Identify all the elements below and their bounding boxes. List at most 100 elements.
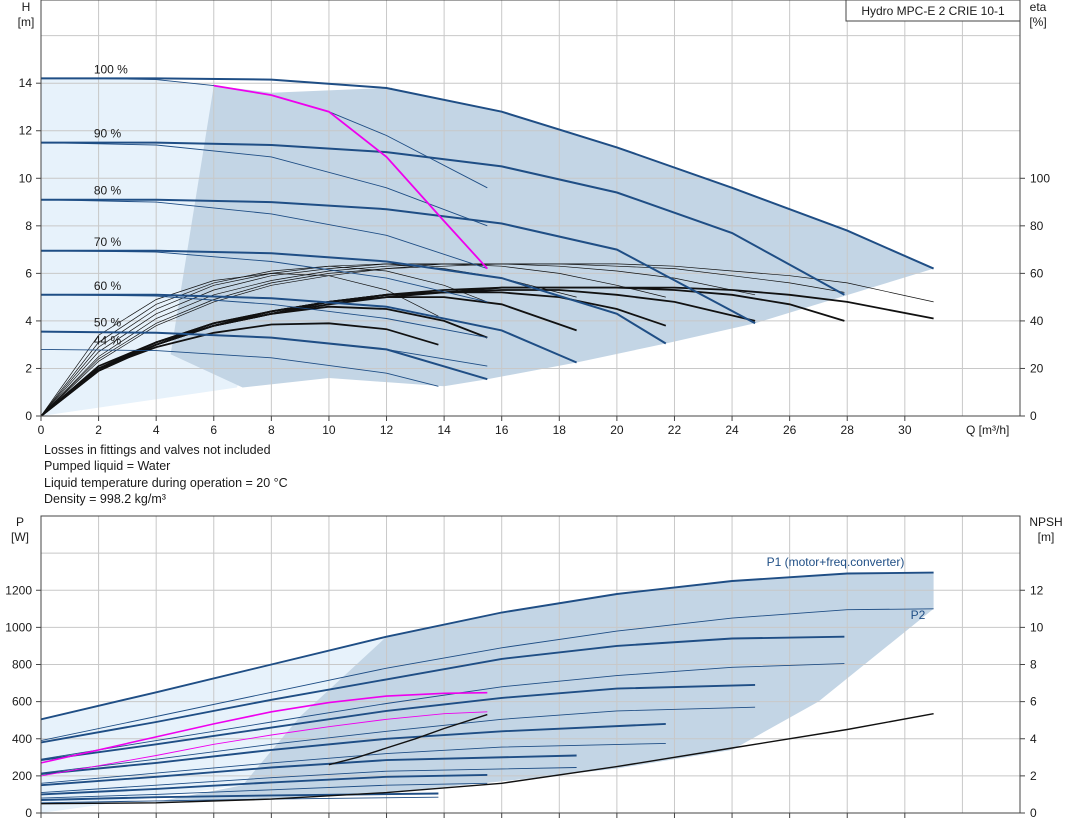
duty-curve	[213, 84, 488, 270]
y-tick-label: 0	[25, 409, 32, 423]
y-tick-label: 4	[25, 314, 32, 328]
x-tick-label: 10	[322, 423, 336, 437]
y2-tick-label: 2	[1030, 769, 1037, 783]
y2-tick-label: 40	[1030, 314, 1044, 328]
x-tick-label: 22	[668, 423, 682, 437]
y2-tick-label: 60	[1030, 266, 1044, 280]
power-range-bands	[41, 572, 934, 813]
x-tick-label: 20	[610, 423, 624, 437]
p2-curve	[41, 742, 666, 784]
head-curve	[41, 141, 845, 296]
y-tick-label: 2	[25, 361, 32, 375]
y2-axis-label-npsh: NPSH	[1029, 515, 1062, 529]
y2-tick-label: 0	[1030, 409, 1037, 423]
head-curve	[41, 199, 488, 270]
speed-label: 50 %	[94, 316, 122, 330]
speed-label: 90 %	[94, 127, 122, 141]
x-tick-label: 8	[268, 423, 275, 437]
y-axis-unit-p: [W]	[11, 530, 29, 544]
power-npsh-curves	[41, 571, 934, 805]
legend-p2: P2	[911, 608, 926, 622]
operating-notes: Losses in fittings and valves not includ…	[44, 443, 288, 506]
head-flow-frame	[40, 0, 1021, 417]
note-line-2: Pumped liquid = Water	[44, 459, 170, 473]
speed-label: 80 %	[94, 184, 122, 198]
y-tick-label: 14	[19, 76, 33, 90]
p1-curve	[41, 635, 845, 744]
p1-curve	[41, 754, 577, 787]
x-tick-label: 16	[495, 423, 509, 437]
efficiency-curve	[41, 263, 666, 416]
x-tick-label: 6	[210, 423, 217, 437]
duty-p2-curve	[41, 711, 488, 777]
y2-tick-label: 6	[1030, 695, 1037, 709]
x-tick-label: 14	[437, 423, 451, 437]
p2-curve	[41, 782, 488, 799]
x-tick-label: 0	[38, 423, 45, 437]
duty-p1-curve	[41, 691, 488, 764]
p1-curve	[41, 571, 934, 721]
speed-label: 100 %	[94, 62, 128, 76]
y2-tick-label: 80	[1030, 219, 1044, 233]
efficiency-curve	[41, 263, 934, 416]
y2-tick-label: 100	[1030, 171, 1050, 185]
y-tick-label: 600	[12, 695, 32, 709]
head-curve	[41, 77, 935, 270]
single-pump-power-band	[41, 635, 393, 813]
note-line-1: Losses in fittings and valves not includ…	[44, 443, 271, 457]
head-curve	[41, 249, 667, 345]
operating-range-bands	[41, 78, 934, 416]
x-tick-label: 28	[841, 423, 855, 437]
y-tick-label: 800	[12, 658, 32, 672]
p1-curve	[41, 683, 756, 762]
power-npsh-ticks: 0 200 400 600 800 1000 1200 0 2 4 6 8 10 12	[5, 583, 1043, 820]
npsh-curve	[41, 713, 934, 805]
speed-label: 70 %	[94, 235, 122, 249]
y-axis-unit-h: [m]	[18, 15, 35, 29]
x-tick-label: 24	[725, 423, 739, 437]
y2-tick-label: 4	[1030, 732, 1037, 746]
speed-label: 44 %	[94, 333, 122, 347]
chart-title-box	[845, 0, 1021, 22]
y-tick-label: 0	[25, 806, 32, 820]
efficiency-curve	[41, 265, 488, 416]
head-flow-chart: 0 2 4 6 8 10 12 14 16 18 20 22 24 26 28 300246810121402…	[18, 0, 1050, 437]
y-tick-label: 400	[12, 732, 32, 746]
y2-tick-label: 12	[1030, 583, 1044, 597]
y2-tick-label: 8	[1030, 658, 1037, 672]
head-flow-grid	[40, 0, 1020, 417]
head-curve	[41, 198, 756, 325]
p1-curve	[41, 773, 488, 796]
multi-pump-range-band	[170, 85, 934, 388]
chart-title: Hydro MPC-E 2 CRIE 10-1	[861, 4, 1005, 18]
efficiency-curve	[41, 286, 934, 416]
y2-tick-label: 10	[1030, 620, 1044, 634]
power-npsh-grid	[40, 516, 1020, 814]
y-tick-label: 12	[19, 124, 33, 138]
efficiency-curve	[41, 263, 756, 416]
speed-label: 60 %	[94, 279, 122, 293]
head-curve	[41, 142, 488, 227]
y-tick-label: 1000	[5, 620, 32, 634]
efficiency-curve	[41, 263, 845, 416]
note-line-3: Liquid temperature during operation = 20…	[44, 476, 288, 490]
p2-curve	[41, 706, 756, 774]
power-npsh-chart: 0 200 400 600 800 1000 1200 0 2 4 6 8 10 12 P [W] NPS…	[5, 515, 1062, 820]
p2-curve	[41, 796, 439, 804]
p1-curve	[41, 722, 666, 775]
y-axis-label-h: H	[22, 0, 31, 14]
y-tick-label: 6	[25, 266, 32, 280]
legend-p1: P1 (motor+freq.converter)	[767, 555, 905, 569]
head-curve	[41, 348, 439, 387]
x-tick-label: 18	[553, 423, 567, 437]
multi-pump-power-band	[156, 572, 934, 802]
y-tick-label: 10	[19, 171, 33, 185]
x-tick-label: 4	[153, 423, 160, 437]
p2-curve	[41, 663, 845, 760]
x-tick-label: 30	[898, 423, 912, 437]
y2-axis-label-eta: eta	[1030, 0, 1047, 14]
p2-curve	[41, 767, 577, 794]
npsh-curve	[328, 713, 488, 766]
y-tick-label: 1200	[5, 583, 32, 597]
